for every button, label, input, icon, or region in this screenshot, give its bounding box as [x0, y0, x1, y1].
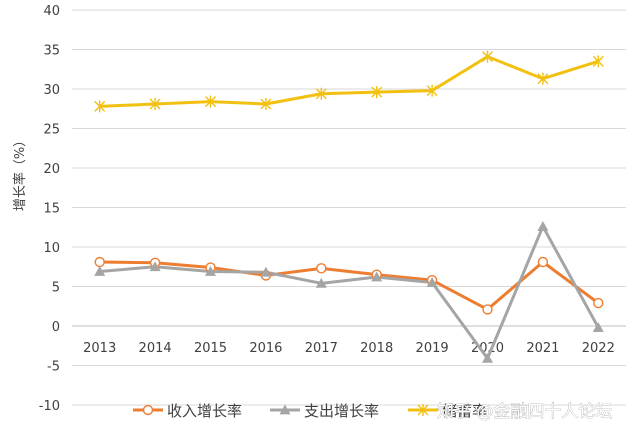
x-tick-label: 2013 [83, 341, 116, 356]
y-tick-label: 15 [43, 202, 60, 217]
data-point [94, 265, 106, 276]
x-tick-label: 2015 [194, 341, 227, 356]
data-point [593, 297, 604, 309]
data-point [482, 352, 493, 363]
series-line [99, 55, 599, 108]
y-tick-label: 35 [43, 44, 60, 59]
legend-marker [417, 404, 429, 416]
data-point [94, 100, 106, 113]
data-point [315, 87, 327, 100]
legend-label: 收入增长率 [167, 402, 242, 420]
y-axis-label: 增长率（%） [12, 134, 28, 211]
data-point [371, 86, 383, 99]
series-line [99, 224, 600, 360]
y-tick-label: -10 [39, 399, 60, 414]
y-tick-labels: -10 -5 0 5 10 15 20 25 30 35 40 [39, 4, 60, 414]
x-tick-label: 2021 [526, 341, 559, 356]
data-point [426, 277, 438, 287]
watermark-text: 知乎 @金融四十人论坛 [437, 402, 612, 422]
y-tick-label: 10 [43, 241, 60, 256]
y-tick-label: 30 [43, 83, 60, 98]
data-point [482, 304, 493, 315]
legend: 收入增长率 支出增长率 储蓄率 [133, 402, 487, 420]
data-point [537, 72, 549, 85]
series-line [99, 260, 600, 311]
y-tick-label: 5 [52, 281, 60, 296]
y-tick-label: 25 [43, 123, 60, 138]
data-point [260, 266, 272, 277]
data-point [149, 261, 161, 272]
grid-lines [72, 9, 626, 406]
data-point [205, 95, 216, 108]
x-tick-label: 2022 [582, 341, 615, 356]
x-tick-label: 2016 [249, 341, 282, 356]
data-point [260, 98, 272, 111]
data-point [149, 98, 161, 111]
legend-marker [142, 404, 154, 416]
x-tick-label: 2017 [305, 341, 338, 356]
y-tick-label: -5 [47, 360, 60, 375]
series-lines [99, 55, 600, 360]
data-point [482, 50, 493, 63]
data-point [94, 256, 105, 268]
x-tick-label: 2014 [139, 341, 172, 356]
x-tick-labels: 2013 2014 2015 2016 2017 2018 2019 2020 2021 2022 [83, 341, 615, 356]
x-tick-label: 2019 [416, 341, 449, 356]
data-point [592, 55, 604, 68]
data-point [205, 265, 216, 276]
y-tick-label: 0 [52, 320, 60, 335]
data-point [371, 271, 383, 282]
data-point [316, 263, 327, 274]
legend-marker [279, 404, 291, 415]
y-tick-label: 40 [43, 4, 60, 19]
x-tick-label: 2018 [360, 341, 393, 356]
data-point [426, 84, 438, 97]
legend-label: 支出增长率 [304, 402, 379, 420]
series-markers [94, 50, 604, 363]
legend-label: 储蓄率 [442, 402, 487, 420]
data-point [537, 220, 549, 231]
data-point [592, 322, 604, 332]
y-tick-label: 20 [43, 162, 60, 177]
data-point [537, 256, 549, 268]
data-point [315, 277, 327, 288]
